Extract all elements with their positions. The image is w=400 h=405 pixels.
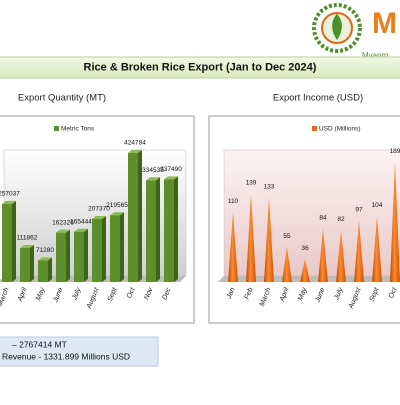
- summary-line: Revenue - 1331.899 Millions USD: [2, 351, 130, 361]
- summary-box: [0, 336, 159, 367]
- bar: [20, 247, 30, 282]
- bar-side: [30, 244, 34, 282]
- bar-side: [12, 200, 16, 282]
- bar-side: [48, 257, 52, 282]
- logo-text: Myanm: [362, 51, 389, 60]
- data-label: 133: [264, 183, 275, 190]
- logo-emblem: [332, 14, 342, 40]
- legend-label: Metric Tons: [61, 126, 95, 133]
- x-tick-label: May: [297, 286, 309, 301]
- x-tick-label: Oct: [388, 286, 399, 300]
- data-label: 257037: [0, 191, 20, 198]
- legend-swatch: [312, 126, 317, 131]
- data-label: 207370: [88, 206, 110, 213]
- bar-top: [2, 200, 16, 204]
- data-label: 84: [319, 215, 327, 222]
- logo: M Myanm: [312, 3, 397, 60]
- bar-side: [66, 229, 70, 282]
- cone: [282, 247, 292, 282]
- bar: [164, 179, 174, 282]
- cone: [318, 228, 328, 282]
- data-label: 139: [246, 180, 257, 187]
- data-label: 104: [372, 202, 383, 209]
- x-tick-label: July: [71, 286, 83, 302]
- banner-title: Rice & Broken Rice Export (Jan to Dec 20…: [84, 61, 317, 73]
- data-label: 36: [301, 245, 309, 252]
- bar-top: [38, 257, 52, 261]
- bar: [74, 231, 84, 282]
- data-label: 97: [355, 206, 363, 213]
- bar-side: [174, 176, 178, 282]
- bar: [38, 260, 48, 282]
- data-label: 219565: [106, 202, 128, 209]
- bar-side: [84, 228, 88, 282]
- bar-side: [102, 215, 106, 282]
- cone: [372, 216, 382, 282]
- data-label: 110: [228, 198, 239, 205]
- bar: [2, 203, 12, 282]
- cone: [264, 197, 274, 282]
- bar-top: [110, 212, 124, 216]
- cone: [228, 212, 238, 282]
- legend-label: USD (Millions): [319, 126, 361, 133]
- data-label: 165444: [70, 218, 92, 225]
- cone: [390, 162, 400, 282]
- x-tick-label: Oct: [126, 286, 137, 300]
- x-tick-label: May: [35, 286, 47, 301]
- bar-top: [74, 228, 88, 232]
- cone: [336, 230, 346, 282]
- bar-top: [164, 176, 178, 180]
- x-tick-label: Jan: [225, 287, 236, 301]
- banner: [0, 56, 400, 79]
- x-tick-label: Dec: [161, 286, 172, 301]
- bar-top: [146, 177, 160, 181]
- bar: [146, 180, 156, 282]
- x-tick-label: Nov: [143, 286, 154, 301]
- summary-line: – 2767414 MT: [12, 339, 67, 349]
- bar-side: [138, 149, 142, 282]
- bar-top: [128, 149, 142, 153]
- bar-top: [56, 229, 70, 233]
- cone: [300, 259, 310, 282]
- bar-side: [120, 212, 124, 282]
- chart-title: Export Quantity (MT): [18, 93, 106, 104]
- data-label: 55: [283, 233, 291, 240]
- logo-letter: M: [372, 7, 397, 40]
- data-label: 82: [337, 216, 345, 223]
- cone: [354, 220, 364, 282]
- data-label: 71280: [36, 247, 54, 254]
- data-label: 162326: [52, 219, 74, 226]
- x-tick-label: Feb: [244, 287, 255, 301]
- legend-swatch: [54, 126, 59, 131]
- bar: [128, 152, 138, 282]
- data-label: 424784: [124, 140, 146, 147]
- bar: [110, 215, 120, 282]
- data-label: 334535: [142, 167, 164, 174]
- data-label: 189: [390, 148, 400, 155]
- bar-side: [156, 177, 160, 282]
- data-label: 337490: [160, 166, 182, 173]
- x-tick-label: July: [333, 286, 345, 302]
- bar-top: [20, 244, 34, 248]
- bar-top: [92, 215, 106, 219]
- bar: [56, 232, 66, 282]
- bar: [92, 218, 102, 282]
- x-tick-label: March: [0, 287, 11, 308]
- data-label: 111862: [17, 235, 38, 242]
- chart-title: Export Income (USD): [273, 93, 363, 104]
- cone: [246, 193, 256, 282]
